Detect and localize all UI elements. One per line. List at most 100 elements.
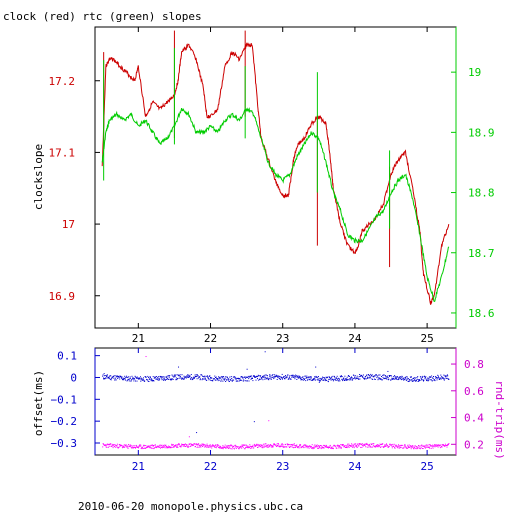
- rnd-trip-point: [434, 444, 436, 446]
- rnd-trip-point: [432, 444, 434, 446]
- top-right-tick-label: 18.9: [468, 126, 495, 139]
- rnd-trip-point: [255, 445, 257, 447]
- offset-point: [113, 375, 114, 377]
- offset-point: [121, 376, 123, 378]
- rnd-trip-point: [129, 446, 131, 448]
- offset-point: [404, 379, 406, 381]
- rnd-trip-point: [205, 445, 206, 447]
- rnd-trip-point: [270, 444, 272, 446]
- rnd-trip-point: [252, 446, 253, 447]
- rnd-trip-point: [325, 446, 327, 448]
- rnd-trip-point: [409, 446, 411, 448]
- rnd-trip-point: [357, 443, 359, 445]
- offset-point: [227, 378, 229, 380]
- offset-point: [181, 378, 183, 380]
- rnd-trip-point: [339, 445, 340, 447]
- offset-point: [210, 380, 212, 381]
- offset-point: [296, 379, 298, 380]
- offset-point: [277, 375, 279, 377]
- offset-point: [292, 374, 294, 376]
- rnd-trip-point: [243, 448, 245, 450]
- offset-point: [232, 376, 234, 378]
- offset-point: [223, 376, 225, 377]
- rnd-trip-point: [177, 444, 179, 446]
- rnd-trip-point: [277, 445, 279, 447]
- offset-point: [127, 379, 129, 381]
- offset-point: [248, 378, 250, 380]
- offset-point: [279, 377, 280, 379]
- rnd-trip-point: [233, 446, 235, 447]
- rnd-trip-point: [178, 443, 180, 445]
- offset-point: [268, 378, 270, 380]
- rnd-trip-point: [151, 444, 153, 446]
- chart-title: clock (red) rtc (green) slopes: [3, 10, 202, 23]
- offset-point: [422, 375, 424, 377]
- rnd-trip-outlier: [145, 356, 147, 358]
- rnd-trip-point: [339, 447, 341, 449]
- rnd-trip-point: [372, 445, 374, 447]
- rnd-trip-point: [173, 446, 175, 448]
- rnd-trip-point: [203, 446, 205, 448]
- offset-point: [313, 378, 315, 379]
- offset-point: [286, 376, 288, 378]
- rnd-trip-point: [350, 445, 352, 446]
- rnd-trip-point: [320, 445, 322, 446]
- offset-point: [339, 380, 341, 382]
- offset-point: [149, 376, 151, 378]
- offset-point: [148, 379, 150, 380]
- rnd-trip-point: [398, 445, 400, 447]
- offset-point: [385, 378, 387, 379]
- offset-point: [304, 375, 306, 377]
- rnd-trip-point: [218, 446, 220, 448]
- rnd-trip-point: [424, 446, 426, 448]
- offset-point: [106, 374, 108, 376]
- offset-point: [207, 376, 209, 378]
- rnd-trip-point: [407, 444, 409, 446]
- offset-point: [174, 375, 176, 377]
- rnd-trip-point: [325, 446, 327, 448]
- rnd-trip-point: [214, 446, 216, 448]
- rnd-trip-point: [438, 445, 440, 447]
- rnd-trip-point: [187, 445, 189, 447]
- offset-point: [289, 376, 290, 378]
- rnd-trip-point: [116, 443, 118, 445]
- rnd-trip-point: [199, 446, 201, 447]
- offset-point: [419, 380, 421, 381]
- offset-point: [168, 378, 170, 380]
- rnd-trip-point: [293, 447, 295, 449]
- offset-point: [167, 375, 169, 376]
- rnd-trip-point: [152, 447, 154, 449]
- rnd-trip-point: [314, 444, 316, 446]
- offset-point: [334, 375, 335, 377]
- offset-point: [344, 380, 345, 381]
- offset-point: [189, 375, 191, 377]
- offset-point: [394, 376, 396, 378]
- offset-point: [341, 376, 343, 378]
- rnd-trip-point: [107, 444, 109, 446]
- offset-point: [159, 378, 161, 380]
- rnd-trip-point: [171, 443, 173, 445]
- offset-point: [196, 374, 198, 376]
- offset-point: [136, 377, 138, 379]
- offset-point: [385, 376, 387, 378]
- offset-point: [153, 377, 155, 379]
- offset-point: [438, 375, 439, 377]
- rnd-trip-series: [102, 356, 450, 450]
- rnd-trip-point: [144, 445, 146, 447]
- offset-point: [276, 374, 278, 376]
- rnd-trip-point: [236, 446, 238, 448]
- offset-point: [316, 379, 318, 381]
- rnd-trip-point: [361, 443, 362, 445]
- offset-point: [428, 378, 430, 380]
- offset-point: [116, 375, 118, 377]
- offset-point: [188, 374, 190, 376]
- rnd-trip-point: [387, 445, 389, 447]
- offset-point: [408, 380, 410, 382]
- offset-point: [239, 379, 241, 381]
- rnd-trip-point: [323, 447, 325, 449]
- rnd-trip-point: [353, 447, 355, 449]
- offset-point: [329, 376, 330, 378]
- offset-point: [123, 378, 125, 380]
- offset-point: [106, 376, 108, 377]
- offset-point: [410, 379, 412, 381]
